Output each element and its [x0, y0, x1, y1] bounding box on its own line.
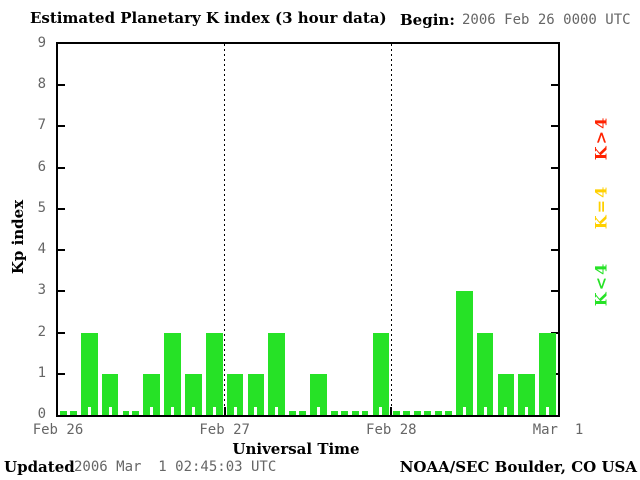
x-tick-notch [337, 411, 341, 415]
x-tick-notch [191, 407, 195, 415]
y-tick-mark [551, 207, 558, 210]
x-tick-notch [212, 407, 216, 415]
x-tick-notch [421, 411, 425, 415]
y-tick-mark [551, 166, 558, 169]
kp-bar [393, 411, 411, 415]
x-tick-notch [150, 407, 154, 415]
y-tick-mark [58, 125, 65, 128]
y-tick-mark [551, 290, 558, 293]
kp-bar [351, 411, 369, 415]
y-tick-label: 6 [37, 158, 46, 175]
begin-timestamp: 2006 Feb 26 0000 UTC [462, 12, 631, 28]
kp-bar [476, 332, 494, 415]
day-boundary-tick [390, 407, 393, 415]
kp-bar [101, 373, 119, 415]
kp-bar [330, 411, 348, 415]
x-tick-notch [546, 407, 550, 415]
x-tick-notch [400, 411, 404, 415]
kp-bar [455, 291, 473, 415]
x-day-label: Feb 27 [199, 422, 250, 438]
x-tick-notch [87, 407, 91, 415]
y-tick-mark [58, 331, 65, 334]
y-tick-mark [551, 84, 558, 87]
day-boundary-gridline [390, 44, 392, 415]
y-tick-label: 0 [37, 406, 46, 422]
y-tick-mark [551, 249, 558, 252]
day-boundary-tick [223, 407, 226, 415]
x-tick-notch [379, 407, 383, 415]
chart-title: Estimated Planetary K index (3 hour data… [30, 9, 387, 27]
y-tick-label: 3 [37, 282, 46, 299]
kp-bar [414, 411, 431, 415]
x-tick-notch [441, 411, 445, 415]
x-day-label: Feb 28 [366, 422, 417, 438]
x-tick-notch [504, 407, 508, 415]
kp-bar [435, 411, 452, 415]
x-tick-notch [296, 411, 300, 415]
x-day-label: Mar 1 [532, 422, 584, 438]
kp-bar [80, 332, 98, 415]
x-tick-notch [171, 407, 175, 415]
kp-bar [518, 373, 536, 415]
kp-bar [497, 373, 515, 415]
begin-label: Begin: [400, 11, 455, 29]
y-tick-label: 1 [37, 364, 46, 381]
kp-bar [289, 411, 306, 415]
updated-timestamp: 2006 Mar 1 02:45:03 UTC [74, 459, 277, 475]
updated-label: Updated [4, 458, 75, 476]
y-tick-label: 4 [37, 241, 46, 258]
y-tick-label: 5 [37, 199, 46, 216]
y-tick-mark [58, 372, 65, 375]
kp-bar [372, 332, 390, 415]
legend-K4: K>4 [591, 115, 611, 161]
x-day-label: Feb 26 [32, 422, 84, 438]
y-tick-mark [551, 125, 558, 128]
x-tick-notch [129, 411, 133, 415]
credit-text: NOAA/SEC Boulder, CO USA [399, 458, 637, 476]
kp-bar [185, 373, 202, 415]
x-axis-title: Universal Time [232, 440, 360, 458]
x-tick-notch [483, 407, 487, 415]
x-tick-notch [66, 411, 70, 415]
plot-area [56, 42, 560, 417]
kp-bar [539, 332, 556, 415]
x-tick-notch [358, 411, 362, 415]
legend-K4: K=4 [591, 184, 611, 230]
x-tick-notch [108, 407, 112, 415]
y-tick-mark [58, 249, 65, 252]
day-boundary-gridline [224, 44, 226, 415]
y-tick-label: 8 [37, 76, 46, 93]
kp-bar [60, 411, 77, 415]
y-tick-label: 7 [37, 117, 46, 134]
kp-bar [164, 332, 181, 415]
kp-bar [226, 373, 244, 415]
x-tick-notch [254, 407, 258, 415]
kp-bar [122, 411, 140, 415]
kp-bar [268, 332, 286, 415]
x-tick-notch [233, 407, 237, 415]
x-tick-notch [525, 407, 529, 415]
x-tick-notch [462, 407, 466, 415]
y-tick-mark [58, 84, 65, 87]
y-tick-label: 9 [37, 35, 46, 51]
x-tick-notch [275, 407, 279, 415]
kp-bar [143, 373, 161, 415]
x-tick-notch [316, 407, 320, 415]
y-tick-label: 2 [37, 323, 46, 340]
kp-bar [310, 373, 327, 415]
y-tick-mark [58, 207, 65, 210]
y-tick-mark [58, 166, 65, 169]
kp-bar [247, 373, 265, 415]
legend-K4: K<4 [591, 261, 611, 307]
y-tick-mark [551, 331, 558, 334]
y-tick-mark [58, 290, 65, 293]
kp-bar [205, 332, 223, 415]
